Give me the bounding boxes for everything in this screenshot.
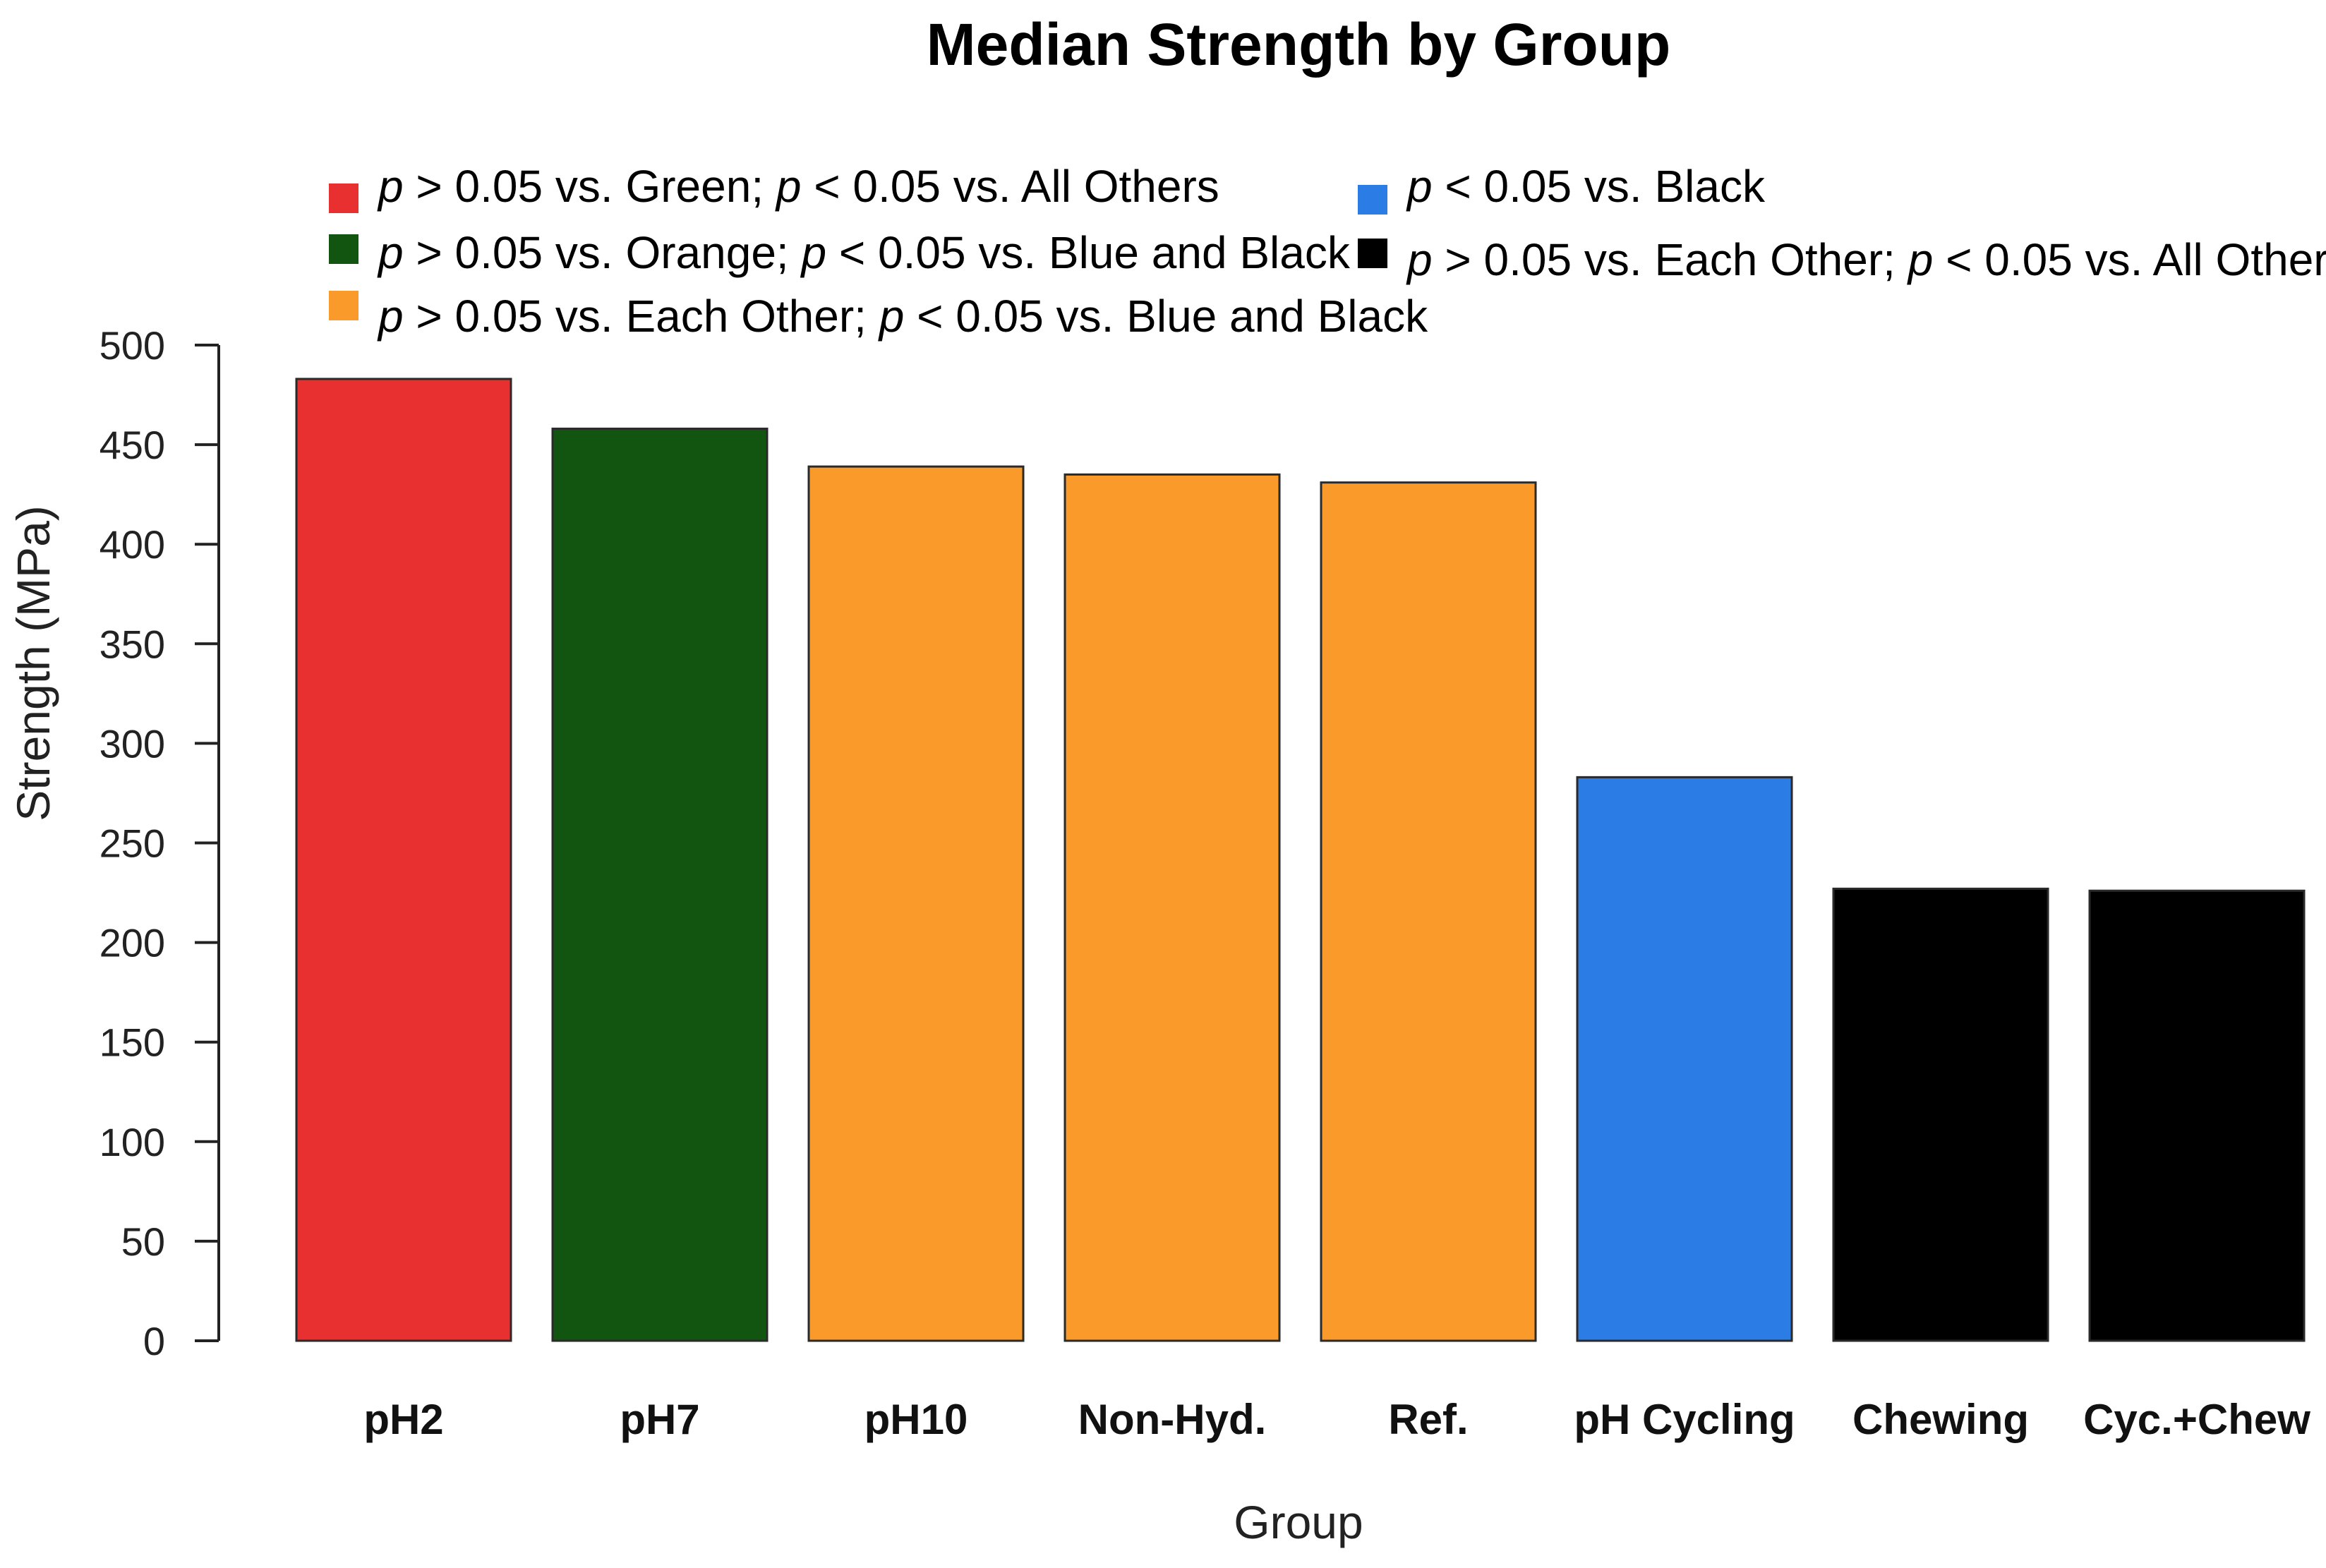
legend-entry: p > 0.05 vs. Green; p < 0.05 vs. All Oth… (377, 161, 1219, 212)
bar (1320, 481, 1537, 1342)
legend-entry: p > 0.05 vs. Orange; p < 0.05 vs. Blue a… (377, 227, 1351, 278)
legend-swatch (329, 291, 358, 320)
legend-p-symbol: p (1406, 234, 1433, 285)
bar (551, 428, 769, 1342)
legend: p > 0.05 vs. Green; p < 0.05 vs. All Oth… (329, 161, 2326, 342)
legend-text-part: > 0.05 vs. Green; (404, 161, 776, 212)
y-tick-label: 50 (121, 1219, 165, 1264)
bar (1576, 776, 1793, 1342)
bar (1832, 887, 2049, 1342)
legend-text-part: < 0.05 vs. All Others (1933, 234, 2326, 285)
x-tick-label: Cyc.+Chew (2083, 1396, 2310, 1443)
y-tick-label: 0 (143, 1319, 165, 1363)
legend-p-symbol: p (377, 227, 404, 278)
x-tick-labels: pH2 pH7 pH10 Non-Hyd. Ref. pH Cycling Chewing C… (363, 1396, 2310, 1443)
legend-entry: p < 0.05 vs. Black (1406, 161, 1766, 212)
chart-title: Median Strength by Group (927, 11, 1671, 78)
x-tick-label: pH7 (620, 1396, 699, 1443)
y-axis-title: Strength (MPa) (7, 505, 59, 821)
legend-swatch (1358, 185, 1387, 215)
y-tick-label: 400 (100, 522, 165, 567)
y-tick-label: 250 (100, 821, 165, 866)
x-tick-label: pH Cycling (1574, 1396, 1795, 1443)
x-tick-label: Ref. (1388, 1396, 1468, 1443)
legend-p-symbol: p (800, 227, 826, 278)
bar (2088, 889, 2306, 1342)
x-tick-label: Chewing (1852, 1396, 2029, 1443)
y-tick-label: 200 (100, 921, 165, 965)
legend-swatch (329, 183, 358, 213)
legend-p-symbol: p (377, 291, 404, 342)
x-tick-label: Non-Hyd. (1078, 1396, 1267, 1443)
legend-p-symbol: p (775, 161, 802, 212)
legend-text-part: < 0.05 vs. Blue and Black (826, 227, 1351, 278)
legend-entry: p > 0.05 vs. Each Other; p < 0.05 vs. Bl… (377, 291, 1428, 342)
legend-text-part: > 0.05 vs. Each Other; (404, 291, 879, 342)
y-tick-label: 500 (100, 323, 165, 368)
y-tick-label: 450 (100, 423, 165, 467)
x-axis-title: Group (1234, 1496, 1363, 1548)
legend-text-part: > 0.05 vs. Orange; (404, 227, 802, 278)
legend-p-symbol: p (377, 161, 404, 212)
legend-text-part: < 0.05 vs. Blue and Black (904, 291, 1428, 342)
y-tick-label: 300 (100, 721, 165, 766)
y-tick-label: 350 (100, 622, 165, 666)
legend-text-part: < 0.05 vs. Black (1433, 161, 1766, 212)
bars (295, 378, 2306, 1342)
legend-text-part: < 0.05 vs. All Others (801, 161, 1219, 212)
legend-p-symbol: p (1406, 161, 1433, 212)
bar (807, 465, 1025, 1342)
x-tick-label: pH10 (864, 1396, 968, 1443)
legend-swatch (1358, 239, 1387, 268)
legend-p-symbol: p (878, 291, 905, 342)
y-axis: 0 50 100 150 200 250 300 350 400 450 500 (100, 323, 220, 1363)
y-tick-label: 150 (100, 1020, 165, 1065)
legend-text-part: > 0.05 vs. Each Other; (1433, 234, 1908, 285)
bar (295, 378, 512, 1342)
bar (1063, 473, 1281, 1342)
y-tick-label: 100 (100, 1120, 165, 1164)
legend-p-symbol: p (1907, 234, 1934, 285)
x-tick-label: pH2 (363, 1396, 443, 1443)
legend-swatch (329, 234, 358, 264)
legend-entry: p > 0.05 vs. Each Other; p < 0.05 vs. Al… (1406, 234, 2326, 285)
